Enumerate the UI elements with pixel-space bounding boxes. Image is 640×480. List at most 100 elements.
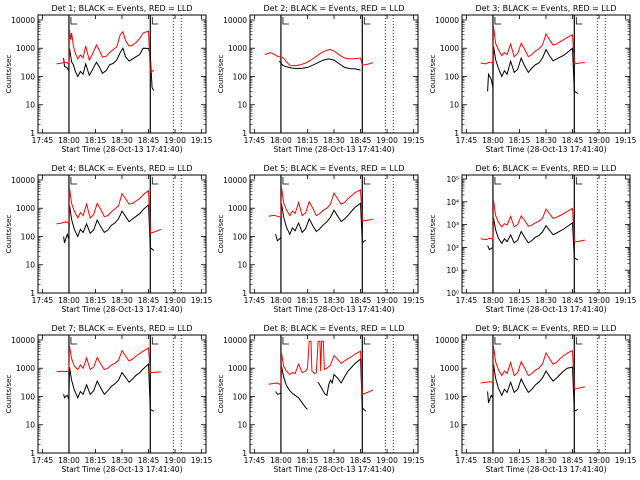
x-tick-label: 18:30: [535, 136, 557, 145]
y-tick-label: 100: [233, 392, 248, 401]
x-tick-label: 18:00: [58, 456, 80, 465]
x-tick-label: 18:15: [85, 136, 107, 145]
x-tick-label: 18:15: [509, 136, 531, 145]
x-tick-label: 18:45: [138, 456, 160, 465]
x-tick-label: 18:00: [482, 296, 504, 305]
panel-title: Det 8; BLACK = Events, RED = LLD: [264, 324, 405, 333]
x-tick-label: 17:45: [244, 136, 266, 145]
y-tick-label: 10: [25, 261, 35, 270]
x-tick-label: 18:45: [562, 296, 584, 305]
x-tick-label: 19:00: [164, 456, 186, 465]
y-tick-label: 10: [25, 421, 35, 430]
time-marker-flag: [575, 177, 583, 185]
x-tick-label: 18:15: [85, 456, 107, 465]
time-marker-flag: [494, 177, 501, 185]
x-tick-label: 17:45: [244, 456, 266, 465]
y-tick-label: 1000: [228, 364, 247, 373]
y-axis-label: Counts/sec: [429, 55, 437, 94]
y-axis-label: Counts/sec: [5, 55, 13, 94]
plot-frame: [461, 174, 631, 294]
x-tick-label: 19:15: [403, 296, 425, 305]
y-tick-label: 10000: [435, 16, 459, 25]
time-marker-flag: [70, 177, 77, 185]
x-tick-label: 18:30: [535, 456, 557, 465]
x-tick-label: 17:45: [32, 456, 54, 465]
y-tick-label: 10: [25, 101, 35, 110]
x-axis-label: Start Time (28-Oct-13 17:41:40): [485, 305, 606, 314]
x-tick-label: 17:45: [32, 136, 54, 145]
x-tick-label: 18:15: [509, 296, 531, 305]
y-tick-label: 100: [21, 392, 36, 401]
y-tick-label: 1000: [16, 204, 35, 213]
series-line-events: [63, 203, 155, 251]
x-tick-label: 19:15: [615, 456, 637, 465]
y-axis-label: Counts/sec: [217, 55, 225, 94]
x-tick-label: 18:45: [350, 136, 372, 145]
x-axis-label: Start Time (28-Oct-13 17:41:40): [485, 465, 606, 474]
x-tick-label: 18:45: [562, 136, 584, 145]
y-tick-label: 1: [242, 449, 247, 458]
time-marker-flag: [70, 17, 77, 25]
x-tick-label: 19:00: [164, 296, 186, 305]
y-tick-label: 10000: [223, 176, 247, 185]
y-tick-label: 10000: [11, 336, 35, 345]
x-tick-label: 18:15: [85, 296, 107, 305]
time-marker-flag: [151, 337, 159, 345]
x-tick-label: 18:30: [111, 296, 133, 305]
y-tick-label: 100: [445, 72, 460, 81]
time-marker-flag: [363, 177, 371, 185]
x-tick-label: 18:15: [297, 136, 319, 145]
x-axis-label: Start Time (28-Oct-13 17:41:40): [61, 145, 182, 154]
y-tick-label: 1000: [228, 44, 247, 53]
x-tick-label: 18:30: [323, 136, 345, 145]
y-tick-label: 10: [449, 421, 459, 430]
x-tick-label: 19:00: [376, 456, 398, 465]
detector-panel-5: 1 10 100 1000 10000 17:45 18:00 18:15 18:30 18:45…: [217, 164, 425, 314]
y-tick-label: 10000: [223, 336, 247, 345]
plot-frame: [249, 14, 419, 134]
y-tick-label: 100: [233, 72, 248, 81]
y-tick-label: 1000: [228, 204, 247, 213]
series-line-lld: [264, 48, 374, 67]
x-tick-label: 19:15: [191, 456, 213, 465]
x-tick-label: 18:45: [562, 456, 584, 465]
y-tick-label: 1: [454, 129, 459, 138]
panel-title: Det 5; BLACK = Events, RED = LLD: [264, 164, 405, 173]
y-tick-label: 10⁵: [446, 175, 459, 184]
x-tick-label: 18:00: [482, 136, 504, 145]
x-tick-label: 17:45: [456, 456, 478, 465]
y-tick-label: 10⁴: [446, 198, 459, 207]
x-tick-label: 19:15: [403, 456, 425, 465]
y-tick-label: 10000: [11, 16, 35, 25]
x-tick-label: 18:00: [58, 136, 80, 145]
y-axis-label: Counts/sec: [5, 375, 13, 414]
panel-title: Det 1; BLACK = Events, RED = LLD: [52, 4, 193, 13]
plot-frame: [37, 334, 207, 454]
x-tick-label: 18:00: [270, 456, 292, 465]
plot-frame: [249, 334, 419, 454]
x-tick-label: 18:45: [350, 456, 372, 465]
y-tick-label: 1000: [440, 364, 459, 373]
y-tick-label: 10²: [446, 243, 459, 252]
x-tick-label: 19:15: [403, 136, 425, 145]
x-tick-label: 18:30: [535, 296, 557, 305]
x-tick-label: 18:00: [58, 296, 80, 305]
y-tick-label: 100: [445, 392, 460, 401]
series-line-lld: [56, 29, 155, 74]
y-tick-label: 1000: [440, 44, 459, 53]
x-tick-label: 18:30: [111, 456, 133, 465]
detector-panel-9: 1 10 100 1000 10000 17:45 18:00 18:15 18:30 18:45…: [429, 324, 637, 474]
series-line-lld: [56, 188, 162, 234]
y-axis-label: Counts/sec: [5, 215, 13, 254]
time-marker-flag: [282, 177, 289, 185]
plot-frame: [37, 14, 207, 134]
time-marker-flag: [363, 337, 371, 345]
x-axis-label: Start Time (28-Oct-13 17:41:40): [273, 465, 394, 474]
time-marker-flag: [575, 337, 583, 345]
series-line-lld: [56, 346, 161, 374]
x-axis-label: Start Time (28-Oct-13 17:41:40): [273, 145, 394, 154]
x-tick-label: 17:45: [32, 296, 54, 305]
plot-frame: [461, 334, 631, 454]
x-axis-label: Start Time (28-Oct-13 17:41:40): [273, 305, 394, 314]
